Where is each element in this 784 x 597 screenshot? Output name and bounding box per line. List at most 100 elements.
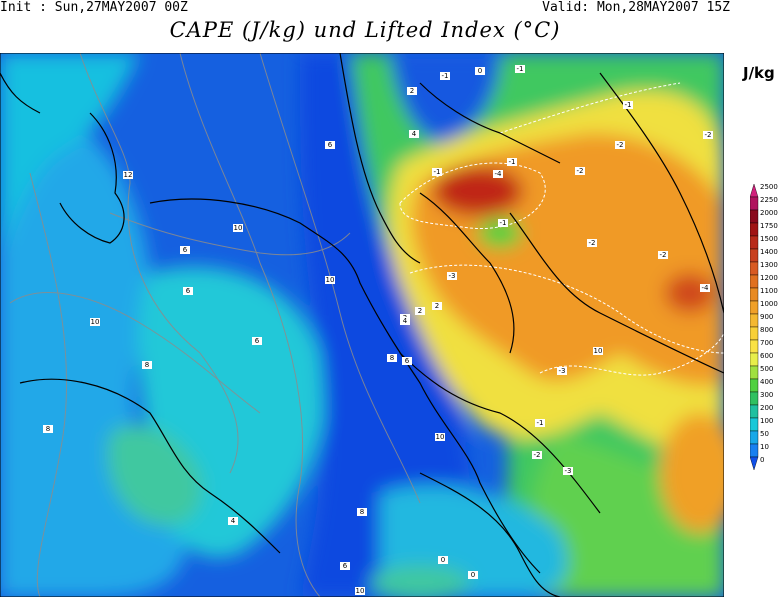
- svg-text:6: 6: [328, 141, 333, 149]
- svg-text:6: 6: [255, 337, 260, 345]
- legend-swatch: [750, 209, 759, 224]
- svg-text:-2: -2: [617, 141, 624, 149]
- legend-label: 1750: [760, 222, 778, 230]
- svg-text:10: 10: [234, 224, 243, 232]
- li-contour-label: -2: [575, 167, 585, 175]
- svg-text:8: 8: [46, 425, 50, 433]
- li-contour: [9, 292, 261, 414]
- svg-text:-3: -3: [565, 467, 572, 475]
- legend-swatch: [750, 404, 759, 419]
- li-contour-label: 4: [409, 130, 419, 138]
- svg-text:10: 10: [594, 347, 603, 355]
- li-contour-label: -3: [447, 272, 457, 280]
- li-contour-label: 8: [142, 361, 152, 369]
- svg-text:6: 6: [405, 357, 410, 365]
- svg-text:4: 4: [231, 517, 236, 525]
- svg-text:6: 6: [183, 246, 188, 254]
- svg-text:8: 8: [145, 361, 149, 369]
- cape-green-pocket: [478, 218, 522, 248]
- li-contour-label: 12: [123, 171, 133, 179]
- svg-text:-1: -1: [434, 168, 441, 176]
- li-contour-label: 10: [325, 276, 335, 284]
- legend-label: 1300: [760, 261, 778, 269]
- li-contour-label: -4: [493, 170, 503, 178]
- li-contour-label: -1: [432, 168, 442, 176]
- li-contour: [79, 53, 239, 474]
- legend-label: 1000: [760, 300, 778, 308]
- li-contour-negative: [409, 264, 724, 354]
- svg-text:-4: -4: [495, 170, 503, 178]
- cape-maximum-core: [433, 166, 523, 216]
- legend-swatch: [750, 443, 759, 458]
- coastline: [19, 378, 281, 554]
- li-contour-label: 2: [415, 307, 425, 315]
- coastline: [419, 82, 561, 164]
- svg-text:0: 0: [471, 571, 475, 579]
- svg-text:-1: -1: [500, 219, 507, 227]
- svg-text:2: 2: [435, 302, 439, 310]
- li-contour-label: 10: [435, 433, 445, 441]
- legend-label: 400: [760, 378, 773, 386]
- legend-label: 10: [760, 443, 769, 451]
- li-contour-label: -3: [557, 367, 567, 375]
- svg-text:-3: -3: [449, 272, 456, 280]
- legend-unit: J/kg: [743, 64, 775, 82]
- li-contour-label: -4: [700, 284, 710, 292]
- cape-map: -4 -4 -3 -3 -2 -2 -2 -2 -2 -1 -1 -1 -1 -2 -3 -1 -1 -1 0 0 0 2…: [0, 53, 724, 597]
- li-contour-negative: [499, 82, 681, 134]
- legend-swatch: [750, 339, 759, 354]
- coastline: [339, 53, 421, 264]
- svg-text:-1: -1: [625, 101, 632, 109]
- svg-text:-2: -2: [577, 167, 584, 175]
- cape-area-atlantic: [0, 53, 140, 253]
- li-contour: [259, 53, 421, 504]
- legend-label: 300: [760, 391, 773, 399]
- li-contour-label: -2: [658, 251, 668, 259]
- li-contour: [179, 53, 321, 597]
- valid-time: Valid: Mon,28MAY2007 15Z: [542, 0, 730, 15]
- border: [419, 472, 561, 597]
- border: [419, 192, 515, 354]
- li-contour-label: 2: [432, 302, 442, 310]
- svg-text:-3: -3: [559, 367, 566, 375]
- li-contour-label: 2: [407, 87, 417, 95]
- legend-label: 1500: [760, 235, 778, 243]
- svg-text:-1: -1: [509, 158, 516, 166]
- li-contour-label: -1: [515, 65, 525, 73]
- li-contour-label: -3: [563, 467, 573, 475]
- svg-text:10: 10: [356, 587, 365, 595]
- li-contour-label: 8: [387, 354, 397, 362]
- li-contour-label: -1: [507, 158, 517, 166]
- svg-text:-4: -4: [702, 284, 710, 292]
- legend-label: 700: [760, 339, 773, 347]
- legend-swatch: [750, 183, 759, 198]
- legend-swatch: [750, 326, 759, 341]
- li-contour-label: -1: [498, 219, 508, 227]
- legend-swatch: [750, 235, 759, 250]
- map-title: CAPE (J/kg) und Lifted Index (°C): [169, 18, 561, 42]
- legend-swatch: [750, 300, 759, 315]
- legend-swatch: [750, 352, 759, 367]
- cape-legend: 2500225020001750150014001300120011001000…: [750, 183, 778, 471]
- li-contour-label: 0: [468, 571, 478, 579]
- li-contour-label: 10: [355, 587, 365, 595]
- li-contour-label: 10: [233, 224, 243, 232]
- svg-text:10: 10: [326, 276, 335, 284]
- svg-text:10: 10: [91, 318, 100, 326]
- li-contour-label: 6: [402, 357, 412, 365]
- legend-label: 0: [760, 456, 764, 464]
- li-contour-label: 6: [183, 287, 193, 295]
- legend-swatch: [750, 313, 759, 328]
- legend-swatch: [750, 261, 759, 276]
- legend-swatch: [750, 365, 759, 380]
- svg-text:8: 8: [390, 354, 394, 362]
- li-contour-label: -2: [703, 131, 713, 139]
- li-contour-label: 0: [475, 67, 485, 75]
- legend-label: 50: [760, 430, 769, 438]
- li-contour-label: 6: [252, 337, 262, 345]
- svg-text:0: 0: [478, 67, 482, 75]
- svg-text:10: 10: [436, 433, 445, 441]
- cape-south-orange: [660, 413, 724, 533]
- border: [509, 212, 724, 374]
- li-contour-label: 4: [228, 517, 238, 525]
